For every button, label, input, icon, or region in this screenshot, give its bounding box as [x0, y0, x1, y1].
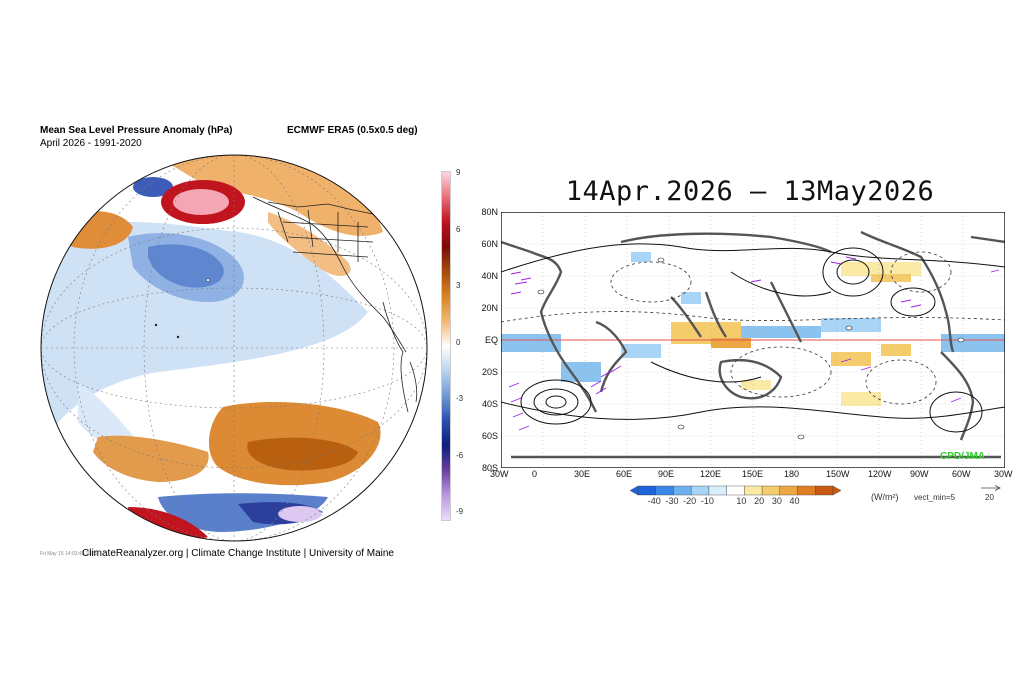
latitude-label: 80S — [481, 463, 498, 473]
pressure-colorbar-tick: -6 — [456, 450, 464, 460]
longitude-label: 90E — [658, 469, 675, 479]
olr-colorbar-tick: -20 — [683, 496, 697, 506]
olr-colorbar-swatch — [726, 485, 745, 496]
longitude-label: 0 — [532, 469, 538, 479]
olr-colorbar-tick: -30 — [665, 496, 679, 506]
olr-colorbar-swatch — [744, 485, 763, 496]
longitude-label: 30E — [574, 469, 591, 479]
olr-colorbar-tick: 10 — [736, 496, 747, 506]
latitude-label: 60N — [481, 239, 498, 249]
latitude-label: 60S — [481, 431, 498, 441]
longitude-labels: 30W 0 30E 60E 90E 120E 150E 180 150W 120W 90W 60W 30… — [490, 469, 1020, 483]
latitude-labels: 80N 60N 40N 20N EQ 20S 40S 60S 80S — [474, 207, 498, 477]
olr-colorbar-swatch — [708, 485, 727, 496]
olr-colorbar-tick: 30 — [771, 496, 782, 506]
reference-vector-label: 20 — [985, 493, 994, 502]
pressure-colorbar-tick: -9 — [456, 507, 464, 516]
cpd-jma-watermark: CPD/JMA — [940, 451, 986, 462]
olr-colorbar-labels: -40 -30 -20 -10 10 20 30 40 — [630, 496, 850, 508]
longitude-label: 90W — [910, 469, 929, 479]
olr-colorbar-swatch — [690, 485, 710, 496]
pressure-colorbar-tick: -3 — [456, 394, 464, 403]
latitude-label: 20N — [481, 303, 498, 313]
olr-colorbar-swatch — [779, 485, 798, 496]
olr-colorbar — [630, 485, 842, 496]
latitude-label: 80N — [481, 207, 498, 217]
reference-vector-arrow-icon — [981, 485, 1001, 491]
vector-min-label: vect_min=5 — [914, 493, 956, 502]
latitude-label: 40N — [481, 271, 498, 281]
longitude-label: 150E — [742, 469, 764, 479]
pressure-colorbar-tick: 0 — [456, 337, 461, 347]
pressure-colorbar — [441, 171, 451, 521]
longitude-label: 120E — [700, 469, 722, 479]
longitude-label: 120W — [868, 469, 892, 479]
olr-colorbar-swatch — [797, 485, 816, 496]
longitude-label: 180 — [784, 469, 800, 479]
olr-colorbar-swatch — [673, 485, 692, 496]
olr-colorbar-tick: -10 — [700, 496, 714, 506]
left-panel-subtitle: April 2026 - 1991-2020 — [40, 138, 142, 149]
longitude-label: 30W — [994, 469, 1013, 479]
longitude-label: 150W — [826, 469, 850, 479]
olr-colorbar-swatch — [761, 485, 781, 496]
orthographic-globe-map — [40, 154, 428, 542]
left-panel-source: ECMWF ERA5 (0.5x0.5 deg) — [287, 125, 418, 136]
olr-colorbar-swatch — [637, 485, 656, 496]
longitude-label: 60E — [616, 469, 633, 479]
longitude-label: 60W — [952, 469, 971, 479]
longitude-label: 30W — [490, 469, 509, 479]
olr-colorbar-tick: 20 — [754, 496, 765, 506]
credit-line: ClimateReanalyzer.org | Climate Change I… — [82, 548, 394, 559]
olr-colorbar-tick: -40 — [647, 496, 661, 506]
olr-colorbar-tick: 40 — [789, 496, 800, 506]
olr-streamfunction-map — [501, 212, 1005, 468]
pressure-colorbar-tick: 3 — [456, 281, 461, 290]
latitude-label: 20S — [481, 367, 498, 377]
pressure-colorbar-tick: 6 — [456, 224, 461, 234]
latitude-label: EQ — [484, 335, 498, 345]
olr-units-label: (W/m²) — [871, 492, 899, 502]
olr-colorbar-swatch — [655, 485, 674, 496]
pressure-colorbar-tick: 9 — [456, 168, 461, 177]
right-panel-title: 14Apr.2026 – 13May2026 — [565, 176, 935, 207]
timestamp: Fri May 15 14:03:43 2026 — [40, 551, 97, 557]
olr-colorbar-swatch — [815, 485, 834, 496]
left-panel-title: Mean Sea Level Pressure Anomaly (hPa) — [40, 125, 233, 136]
latitude-label: 40S — [481, 399, 498, 409]
